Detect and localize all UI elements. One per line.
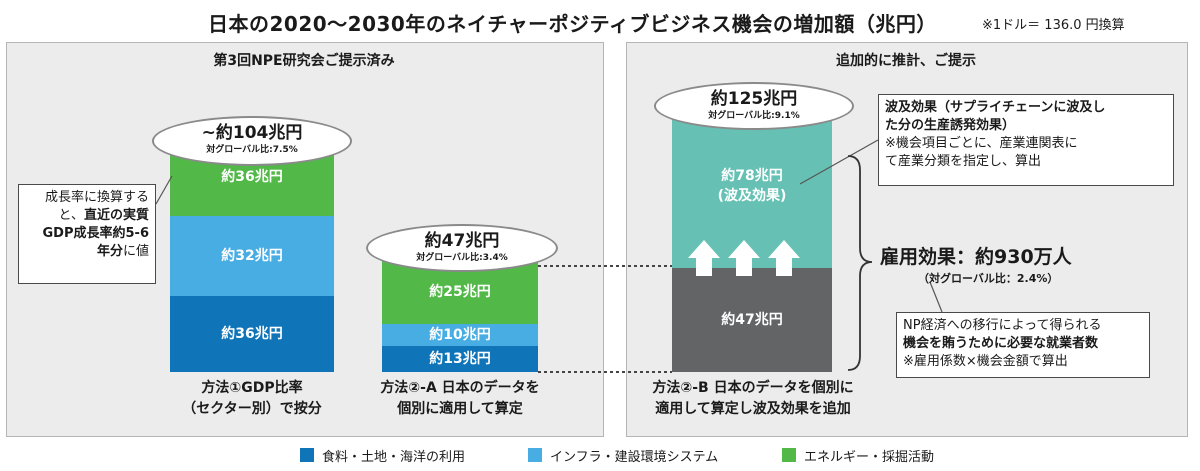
bar-method2b-base-label: 約47兆円 [721,312,783,328]
bar-method2a: 約25兆円 約10兆円 約13兆円 [382,260,538,372]
bar-method2a-food: 約13兆円 [382,346,538,372]
legend-swatch-food [300,448,314,462]
ripple-callout-line4: て産業分類を指定し、算出 [885,154,1042,169]
up-arrow-icon [688,240,800,276]
growth-callout-line1: 成長率に換算する [44,190,149,205]
legend: 食料・土地・海洋の利用 インフラ・建設環境システム エネルギー・採掘活動 [0,444,1200,466]
bar-method1-share: 対グローバル比:7.5% [206,145,298,155]
bar-method2a-energy: 約25兆円 [382,260,538,324]
bar-method1-caption: 方法①GDP比率 （セクター別）で按分 [148,378,356,420]
bar-method2b-total-ellipse: 約125兆円 対グローバル比:9.1% [654,82,854,130]
employment-callout: NP経済への移行によって得られる 機会を賄うために必要な就業者数 ※雇用係数×機… [896,312,1150,378]
bar-method2a-infra: 約10兆円 [382,324,538,346]
employment-callout-line2: 機会を賄うために必要な就業者数 [903,336,1099,351]
bar-method2a-total: 約47兆円 [424,231,500,251]
ripple-pointer-line [799,139,879,185]
legend-label-food: 食料・土地・海洋の利用 [322,450,466,465]
bar-method1-infra-label: 約32兆円 [221,248,283,264]
legend-label-infra: インフラ・建設環境システム [550,450,719,465]
bar-method2b-caption: 方法②-B 日本のデータを個別に 適用して算定し波及効果を追加 [636,378,870,420]
bar-method1-caption-line1: 方法①GDP比率 [201,380,303,396]
ripple-callout: 波及効果（サプライチェーンに波及し た分の生産誘発効果） ※機会項目ごとに、産業… [878,94,1174,186]
left-panel-header: 第3回NPE研究会ご提示済み [213,53,395,69]
bar-method2b-share: 対グローバル比:9.1% [708,111,800,121]
bar-method1: 約36兆円 約32兆円 約36兆円 [170,138,334,372]
bar-method2a-caption: 方法②-A 日本のデータを 個別に適用して算定 [358,378,562,420]
right-panel-header: 追加的に推計、ご提示 [836,53,976,69]
bar-method2a-infra-label: 約10兆円 [429,327,491,343]
growth-callout-line4a: 年分 [96,244,123,259]
employment-pointer-line [929,281,943,313]
bar-method1-total-ellipse: ~約104兆円 対グローバル比:7.5% [152,116,352,166]
bar-method2b-ripple-sublabel: (波及効果) [717,188,787,204]
bar-method2b: 約78兆円 (波及効果) 約47兆円 [672,104,832,372]
employment-share: （対グローバル比：2.4%） [918,272,1059,285]
bar-method2a-share: 対グローバル比:3.4% [416,253,508,263]
ripple-callout-line1: 波及効果（サプライチェーンに波及し [885,100,1106,115]
employment-callout-line1: NP経済への移行によって得られる [903,318,1102,333]
chart-title: 日本の2020～2030年のネイチャーポジティブビジネス機会の増加額（兆円） [208,12,937,36]
brace-shape [847,155,873,371]
bar-method2b-caption-line2: 適用して算定し波及効果を追加 [655,401,851,417]
bar-method2a-caption-line2: 個別に適用して算定 [397,401,523,417]
bar-method2b-total: 約125兆円 [710,89,798,109]
employment-callout-line3: ※雇用係数×機会金額で算出 [903,354,1068,369]
bar-method2b-ripple-label: 約78兆円 [721,168,783,184]
bar-method1-energy-label: 約36兆円 [221,169,283,185]
legend-swatch-energy [782,448,796,462]
growth-pointer-line [155,175,173,205]
growth-callout-line2b: 直近の実質 [83,208,149,223]
legend-swatch-infra [528,448,542,462]
ripple-callout-line3: ※機会項目ごとに、産業連関表に [885,136,1078,151]
growth-callout: 成長率に換算する と、直近の実質 GDP成長率約5-6 年分に値 [18,184,156,284]
ripple-callout-line2: た分の生産誘発効果） [885,118,1016,133]
bar-method1-food-label: 約36兆円 [221,326,283,342]
bar-method2a-total-ellipse: 約47兆円 対グローバル比:3.4% [366,224,558,272]
bar-method2b-ripple: 約78兆円 (波及効果) [672,104,832,268]
growth-callout-line4b: に値 [122,244,149,259]
legend-label-energy: エネルギー・採掘活動 [804,450,935,465]
bar-method1-infra: 約32兆円 [170,216,334,296]
bar-method1-food: 約36兆円 [170,296,334,372]
bar-method2a-caption-line1: 方法②-A 日本のデータを [380,380,540,396]
bar-method2b-base: 約47兆円 [672,268,832,372]
bar-method2a-energy-label: 約25兆円 [429,284,491,300]
employment-title: 雇用効果：約930万人 [880,246,1072,268]
bar-method1-caption-line2: （セクター別）で按分 [182,401,322,417]
growth-callout-line2a: と、 [58,208,84,223]
bar-method2a-food-label: 約13兆円 [429,351,491,367]
exchange-rate-note: ※1ドル＝ 136.0 円換算 [982,18,1125,33]
bar-method2b-caption-line1: 方法②-B 日本のデータを個別に [652,380,854,396]
bar-method1-total: ~約104兆円 [201,123,303,143]
growth-callout-line3: GDP成長率約5-6 [42,226,149,241]
